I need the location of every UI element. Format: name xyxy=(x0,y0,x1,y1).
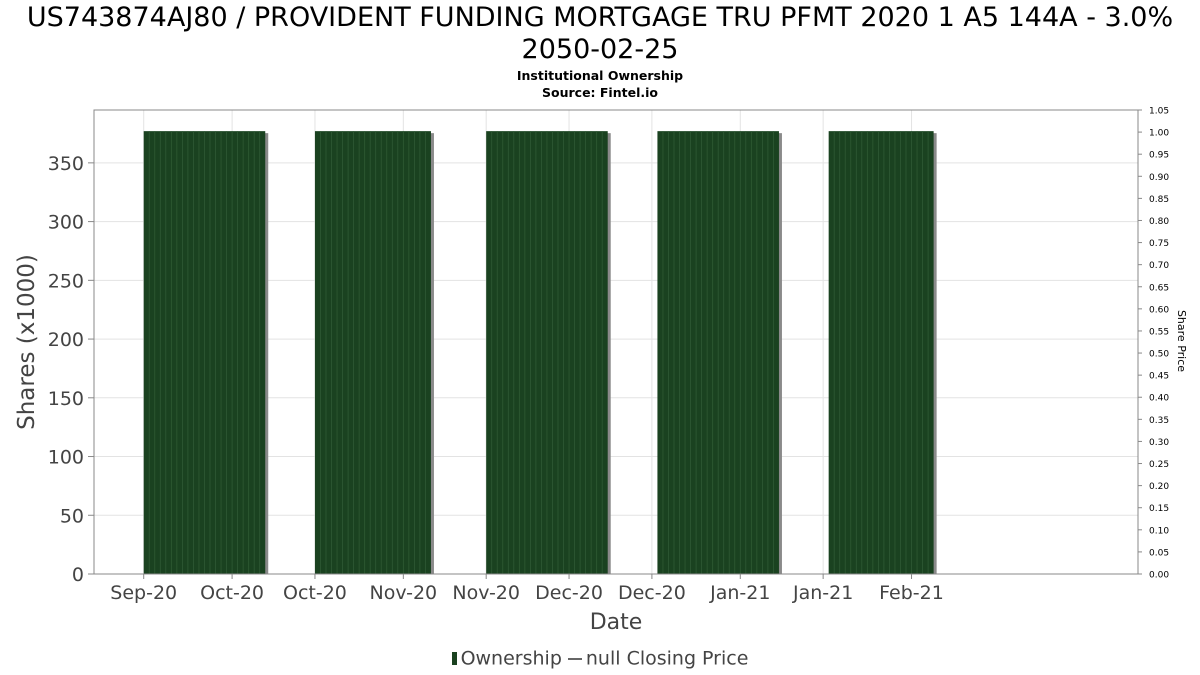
legend-price-swatch xyxy=(567,657,582,660)
y2-tick-label: 0.15 xyxy=(1149,504,1169,514)
y-tick-label: 0 xyxy=(72,564,84,586)
y-tick-label: 100 xyxy=(48,447,84,469)
plot-frame xyxy=(93,109,1139,575)
y2-tick-label: 0.20 xyxy=(1149,482,1169,492)
y2-tick-label: 0.10 xyxy=(1149,526,1169,536)
x-tick-label: Feb-21 xyxy=(879,582,944,604)
y2-tick-label: 0.65 xyxy=(1149,283,1169,293)
y2-tick-label: 0.30 xyxy=(1149,438,1169,448)
y-tick-label: 150 xyxy=(48,388,84,410)
ownership-bars xyxy=(143,131,937,575)
legend-ownership-swatch xyxy=(451,652,457,665)
chart-title: US743874AJ80 / PROVIDENT FUNDING MORTGAG… xyxy=(26,2,1174,65)
x-tick-label: Nov-20 xyxy=(452,582,520,604)
y-tick-label: 250 xyxy=(48,270,84,292)
chart-source: Source: Fintel.io xyxy=(542,85,658,100)
y2-tick-label: 0.05 xyxy=(1149,548,1169,558)
x-tick-label: Jan-21 xyxy=(709,582,770,604)
x-axis-label: Date xyxy=(590,610,643,635)
chart-subtitle: Institutional Ownership xyxy=(516,68,684,83)
ownership-bar-shadow xyxy=(606,133,611,575)
legend-ownership-label: Ownership xyxy=(460,647,562,670)
y2-tick-label: 0.40 xyxy=(1149,394,1169,404)
y2-tick-label: 0.75 xyxy=(1149,239,1169,249)
x-tick-label: Sep-20 xyxy=(110,582,177,604)
ownership-bar-shadow xyxy=(932,133,937,575)
legend: Ownership null Closing Price xyxy=(0,647,1200,670)
y2-tick-label: 0.00 xyxy=(1149,571,1169,581)
y2-tick-label: 0.35 xyxy=(1149,416,1169,426)
x-tick-label: Dec-20 xyxy=(535,582,603,604)
y-axis-ticks: 0 50 100 150 200 250 300 350 xyxy=(48,153,94,586)
ownership-bar xyxy=(314,131,431,575)
x-tick-label: Oct-20 xyxy=(283,582,347,604)
y2-tick-label: 0.90 xyxy=(1149,173,1169,183)
y-tick-label: 50 xyxy=(60,505,84,527)
y2-tick-label: 0.60 xyxy=(1149,305,1169,315)
legend-price-label: null Closing Price xyxy=(585,647,749,670)
ownership-bar-shadow xyxy=(777,133,782,575)
y2-tick-label: 0.95 xyxy=(1149,151,1169,161)
y2-tick-label: 0.55 xyxy=(1149,327,1169,337)
y-tick-label: 300 xyxy=(48,212,84,234)
y2-tick-label: 1.05 xyxy=(1149,107,1169,117)
y2-tick-label: 0.25 xyxy=(1149,460,1169,470)
ownership-bar-shadow xyxy=(264,133,269,575)
y2-axis-ticks: 0.00 0.05 0.10 0.15 0.20 0.25 0.30 0.35 0.40 0.45… xyxy=(1138,107,1169,581)
ownership-bar-shadow xyxy=(429,133,434,575)
y2-tick-label: 0.85 xyxy=(1149,195,1169,205)
ownership-bar xyxy=(828,131,934,575)
y-tick-label: 200 xyxy=(48,329,84,351)
x-tick-label: Oct-20 xyxy=(200,582,264,604)
x-tick-label: Dec-20 xyxy=(618,582,686,604)
y2-tick-label: 1.00 xyxy=(1149,129,1169,139)
y2-axis-label: Share Price xyxy=(1175,310,1188,372)
y-tick-label: 350 xyxy=(48,153,84,175)
y-axis-label: Shares (x1000) xyxy=(14,254,40,430)
x-tick-label: Jan-21 xyxy=(792,582,853,604)
y2-tick-label: 0.45 xyxy=(1149,372,1169,382)
x-axis-ticks: Sep-20 Oct-20 Oct-20 Nov-20 Nov-20 Dec-20 Dec-… xyxy=(110,574,944,604)
y2-tick-label: 0.50 xyxy=(1149,350,1169,360)
x-tick-label: Nov-20 xyxy=(370,582,438,604)
y2-tick-label: 0.70 xyxy=(1149,261,1169,271)
y2-tick-label: 0.80 xyxy=(1149,217,1169,227)
